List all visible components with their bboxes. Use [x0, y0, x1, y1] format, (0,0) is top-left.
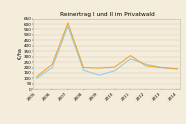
Reinertrag I: [114, 70, 116, 72]
Reinertrag I: [145, 63, 147, 65]
Reinertrag I: [176, 68, 178, 70]
Reinertrag I: [67, 25, 69, 27]
Reinertrag II: [161, 67, 163, 68]
Reinertrag II: [67, 22, 69, 24]
Reinertrag II: [145, 65, 147, 67]
Reinertrag I: [98, 74, 100, 76]
Reinertrag I: [161, 67, 163, 68]
Line: Reinertrag I: Reinertrag I: [37, 26, 177, 78]
Reinertrag I: [51, 67, 53, 68]
Title: Reinertrag I und II im Privatwald: Reinertrag I und II im Privatwald: [60, 12, 154, 17]
Reinertrag II: [176, 68, 178, 69]
Line: Reinertrag II: Reinertrag II: [37, 23, 177, 77]
Reinertrag II: [114, 66, 116, 68]
Reinertrag I: [82, 70, 85, 71]
Reinertrag II: [51, 63, 53, 65]
Reinertrag I: [129, 58, 132, 60]
Reinertrag II: [36, 76, 38, 78]
Reinertrag I: [36, 78, 38, 79]
Y-axis label: €/ha: €/ha: [17, 48, 22, 59]
Reinertrag II: [98, 67, 100, 69]
Reinertrag II: [129, 55, 132, 56]
Reinertrag II: [82, 67, 85, 68]
